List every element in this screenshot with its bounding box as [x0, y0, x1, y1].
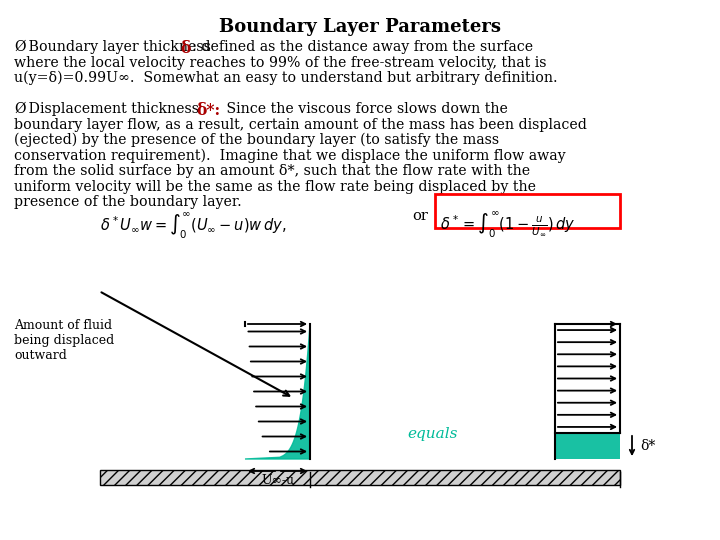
Text: where the local velocity reaches to 99% of the free-stream velocity, that is: where the local velocity reaches to 99% …: [14, 56, 546, 70]
Text: U∞-u: U∞-u: [261, 474, 294, 487]
Bar: [435, 193, 620, 227]
Text: conservation requirement).  Imagine that we displace the uniform flow away: conservation requirement). Imagine that …: [14, 148, 566, 163]
Text: uniform velocity will be the same as the flow rate being displaced by the: uniform velocity will be the same as the…: [14, 179, 536, 193]
Text: Ø: Ø: [14, 102, 25, 116]
Text: $\delta^* = \int_0^{\infty} (1 - \frac{u}{U_{\infty}})\,dy$: $\delta^* = \int_0^{\infty} (1 - \frac{u…: [440, 211, 575, 240]
Text: $\delta^* U_{\infty} w = \int_0^{\infty} (U_{\infty} - u)w\,dy,$: $\delta^* U_{\infty} w = \int_0^{\infty}…: [100, 212, 287, 241]
Text: Since the viscous force slows down the: Since the viscous force slows down the: [222, 102, 508, 116]
Text: from the solid surface by an amount δ*, such that the flow rate with the: from the solid surface by an amount δ*, …: [14, 164, 530, 178]
Bar: [555, 433, 620, 459]
Text: Boundary Layer Parameters: Boundary Layer Parameters: [219, 18, 501, 36]
Polygon shape: [245, 324, 310, 459]
Text: Boundary layer thickness: Boundary layer thickness: [24, 40, 215, 54]
Text: : defined as the distance away from the surface: : defined as the distance away from the …: [192, 40, 533, 54]
Text: δ: δ: [180, 40, 190, 57]
Text: presence of the boundary layer.: presence of the boundary layer.: [14, 195, 242, 209]
Text: δ*: δ*: [640, 439, 655, 453]
Text: u(y=δ)=0.99U∞.  Somewhat an easy to understand but arbitrary definition.: u(y=δ)=0.99U∞. Somewhat an easy to under…: [14, 71, 557, 85]
Text: Amount of fluid
being displaced
outward: Amount of fluid being displaced outward: [14, 319, 114, 362]
Text: or: or: [412, 210, 428, 224]
Text: δ*:: δ*:: [196, 102, 220, 119]
Text: (ejected) by the presence of the boundary layer (to satisfy the mass: (ejected) by the presence of the boundar…: [14, 133, 499, 147]
Bar: [100, 470, 620, 485]
Text: boundary layer flow, as a result, certain amount of the mass has been displaced: boundary layer flow, as a result, certai…: [14, 118, 587, 132]
Text: Displacement thickness: Displacement thickness: [24, 102, 204, 116]
Text: Ø: Ø: [14, 40, 25, 54]
Text: equals: equals: [408, 427, 458, 441]
